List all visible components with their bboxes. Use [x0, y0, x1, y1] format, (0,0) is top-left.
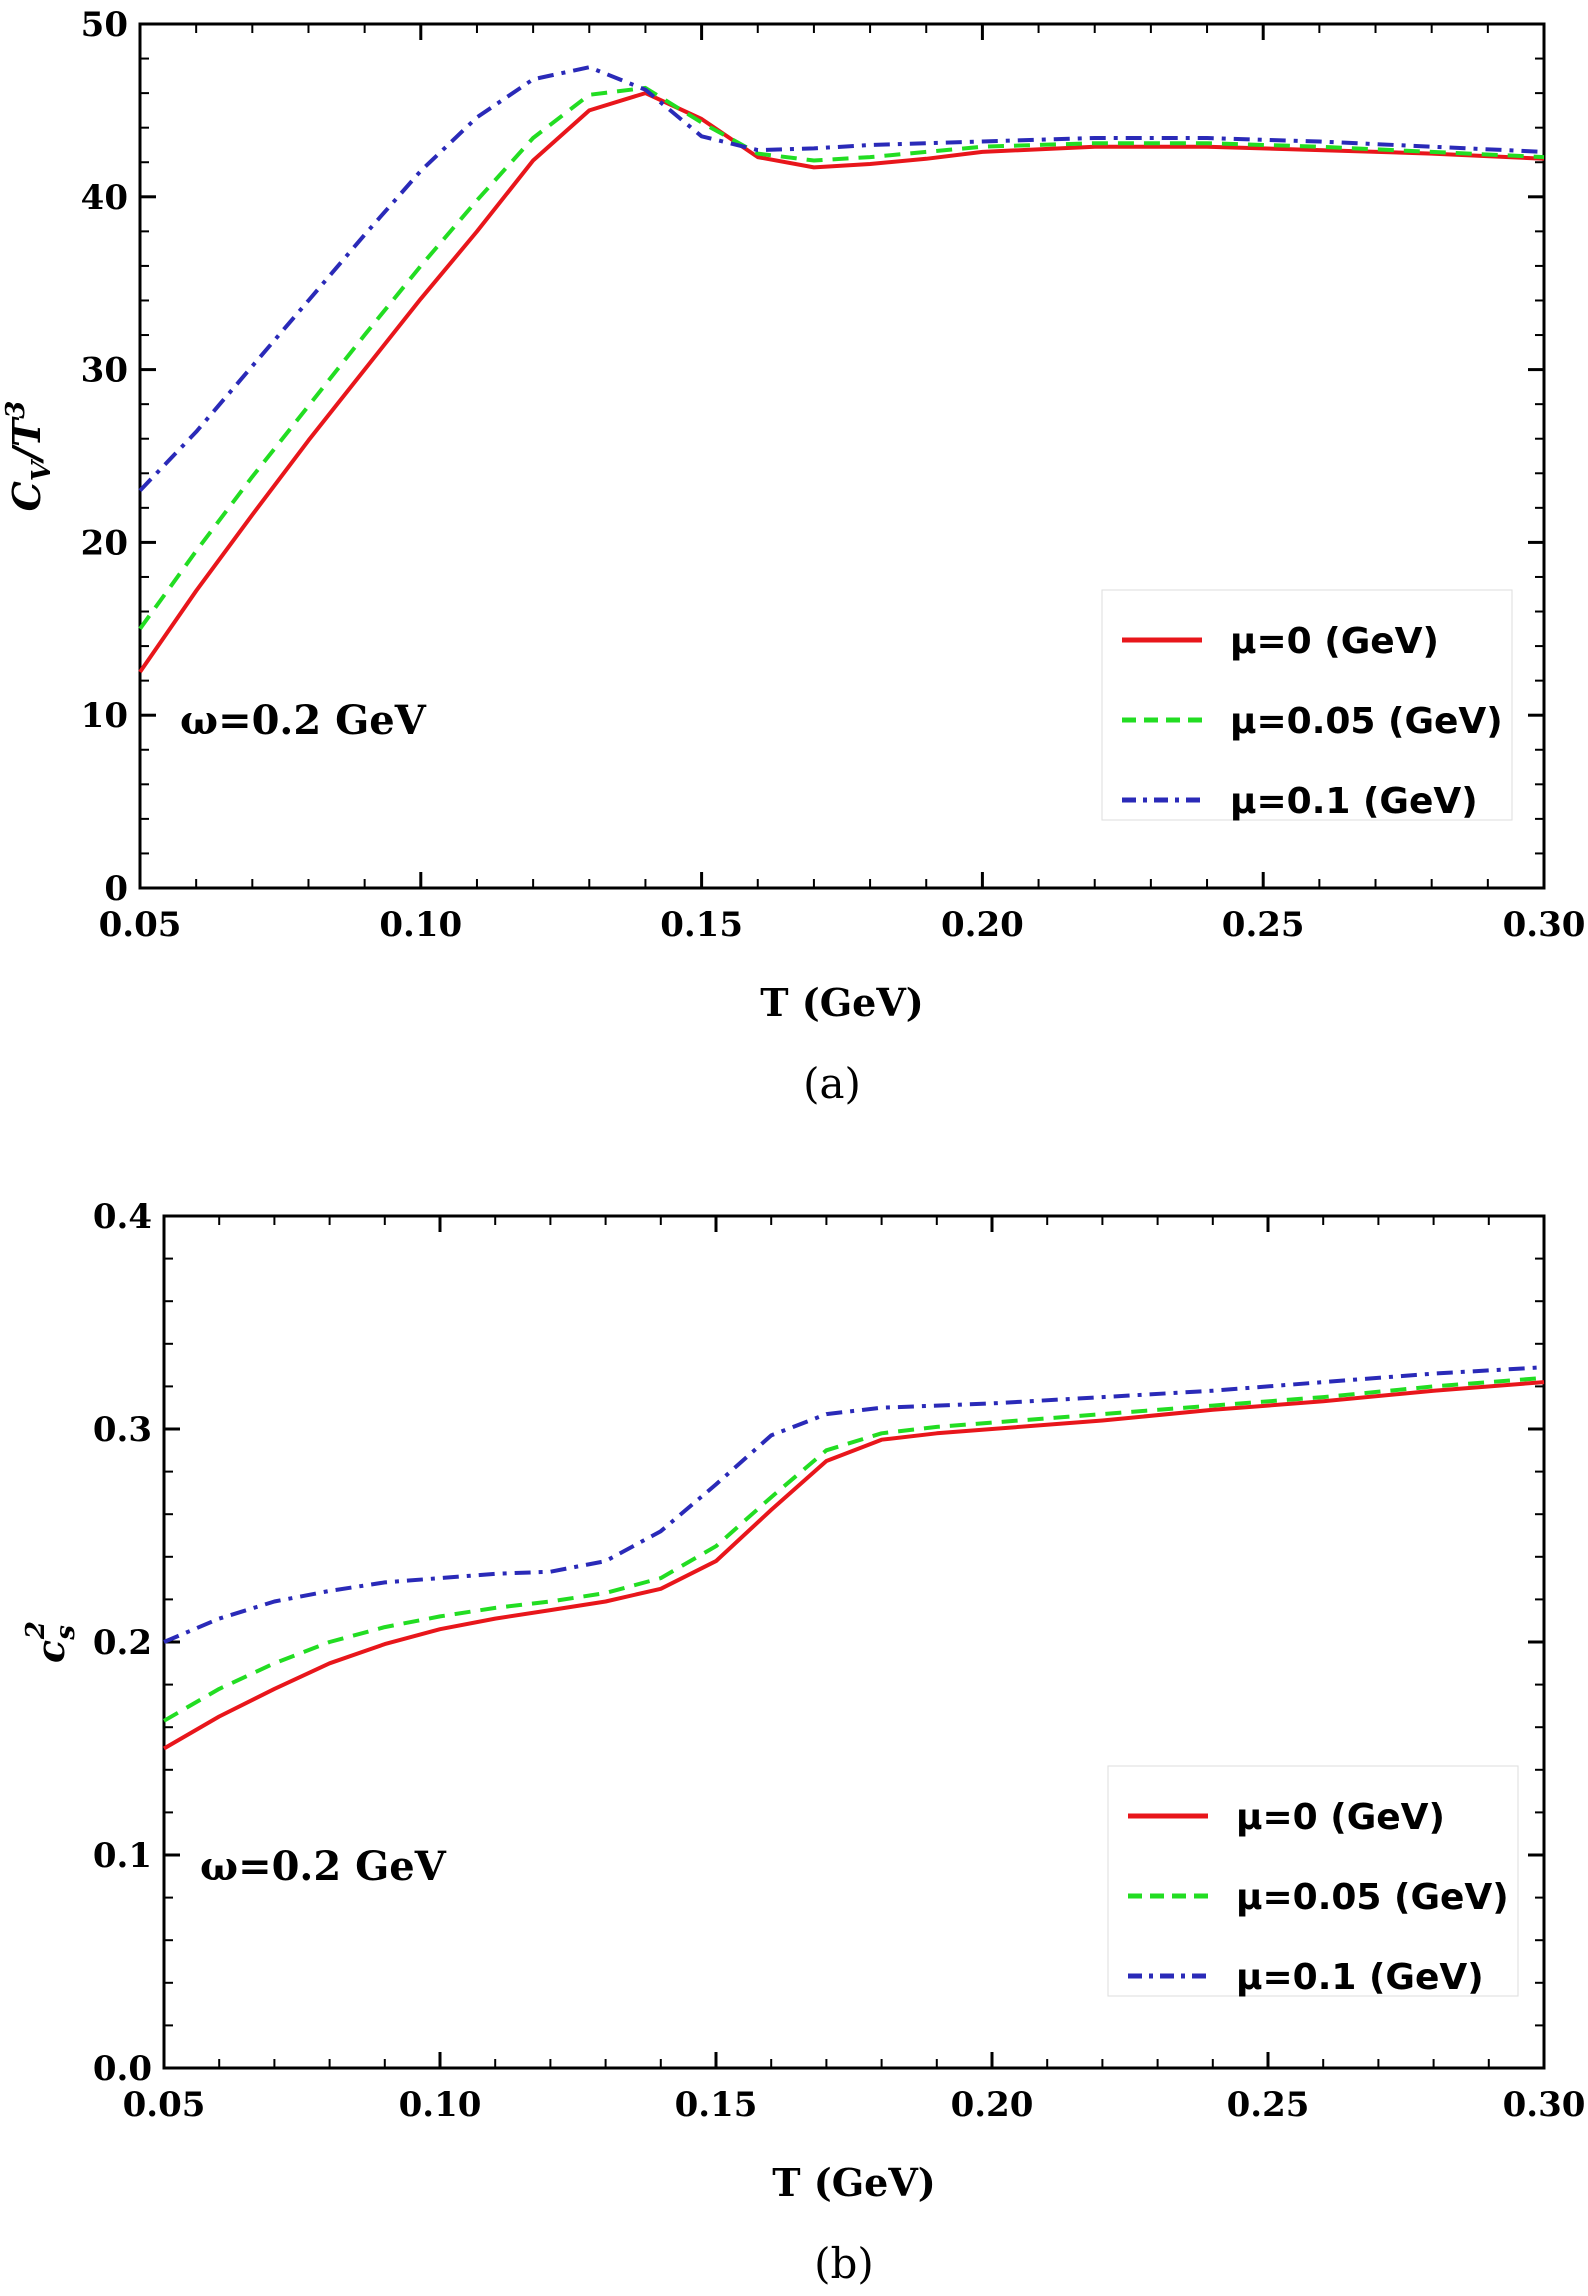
omega-annotation: ω=0.2 GeV [200, 1843, 447, 1890]
series-line-2 [138, 65, 1545, 492]
panel-label: (a) [803, 1059, 861, 1108]
y-tick-label: 0.2 [93, 1623, 152, 1663]
x-tick-label: 0.25 [1222, 905, 1305, 945]
y-label-rest: /T [4, 416, 49, 465]
y-tick-label: 40 [81, 178, 128, 218]
legend-label-2: μ=0.1 (GeV) [1236, 1957, 1484, 1998]
y-tick-label: 0.4 [93, 1197, 152, 1237]
y-tick-label: 20 [81, 523, 128, 563]
series-line-1 [138, 85, 1545, 630]
series-line-2 [163, 1365, 1545, 1644]
x-axis-label: T (GeV) [772, 2160, 936, 2205]
plot-frame [138, 22, 1546, 890]
x-tick-label: 0.15 [660, 905, 743, 945]
y-label-main: C [4, 481, 49, 511]
legend-label-2: μ=0.1 (GeV) [1230, 781, 1478, 822]
legend-label-0: μ=0 (GeV) [1236, 1797, 1445, 1838]
y-label-main: c [28, 1640, 73, 1663]
x-tick-label: 0.20 [941, 905, 1024, 945]
legend-box [1101, 589, 1513, 821]
y-axis-label: cs2 [21, 1621, 81, 1663]
x-tick-label: 0.15 [675, 2085, 758, 2125]
legend-label-1: μ=0.05 (GeV) [1230, 701, 1503, 742]
y-label-sub: V [27, 458, 57, 481]
y-tick-label: 30 [81, 351, 128, 391]
x-tick-label: 0.05 [99, 905, 182, 945]
y-tick-label: 0.1 [93, 1836, 152, 1876]
x-tick-label: 0.10 [379, 905, 462, 945]
y-tick-label: 10 [81, 696, 128, 736]
y-tick-label: 50 [81, 5, 128, 45]
legend-box [1107, 1765, 1519, 1997]
y-tick-label: 0.3 [93, 1410, 152, 1450]
y-label-sup: 2 [21, 1621, 51, 1640]
y-label-sub: s [51, 1625, 81, 1641]
panel-label: (b) [814, 2239, 874, 2288]
x-tick-label: 0.05 [123, 2085, 206, 2125]
x-tick-label: 0.20 [951, 2085, 1034, 2125]
series-line-0 [138, 91, 1545, 674]
legend: μ=0 (GeV) μ=0.05 (GeV) μ=0.1 (GeV) [1107, 1765, 1519, 1998]
x-tick-label: 0.10 [399, 2085, 482, 2125]
legend-label-1: μ=0.05 (GeV) [1236, 1877, 1509, 1918]
x-tick-label: 0.30 [1503, 2085, 1586, 2125]
legend: μ=0 (GeV) μ=0.05 (GeV) μ=0.1 (GeV) [1101, 589, 1513, 822]
chart-panel-b: 0.05 0.10 0.15 0.20 0.25 0.30 0.0 0.1 0.2 0.3 0.4 T… [21, 1197, 1586, 2288]
series-line-1 [162, 1375, 1545, 1723]
series-line-0 [162, 1380, 1545, 1751]
legend-label-0: μ=0 (GeV) [1230, 621, 1439, 662]
y-axis-label: CV/T3 [1, 401, 57, 512]
x-tick-label: 0.30 [1503, 905, 1586, 945]
chart-panel-a: 0.05 0.10 0.15 0.20 0.25 0.30 0 10 20 30 40 50 T (Ge… [1, 5, 1586, 1108]
omega-annotation: ω=0.2 GeV [180, 697, 427, 744]
x-tick-label: 0.25 [1227, 2085, 1310, 2125]
x-axis-label: T (GeV) [760, 980, 924, 1025]
y-label-sup: 3 [1, 401, 31, 419]
y-tick-label: 0 [104, 869, 128, 909]
y-tick-label: 0.0 [93, 2049, 152, 2089]
